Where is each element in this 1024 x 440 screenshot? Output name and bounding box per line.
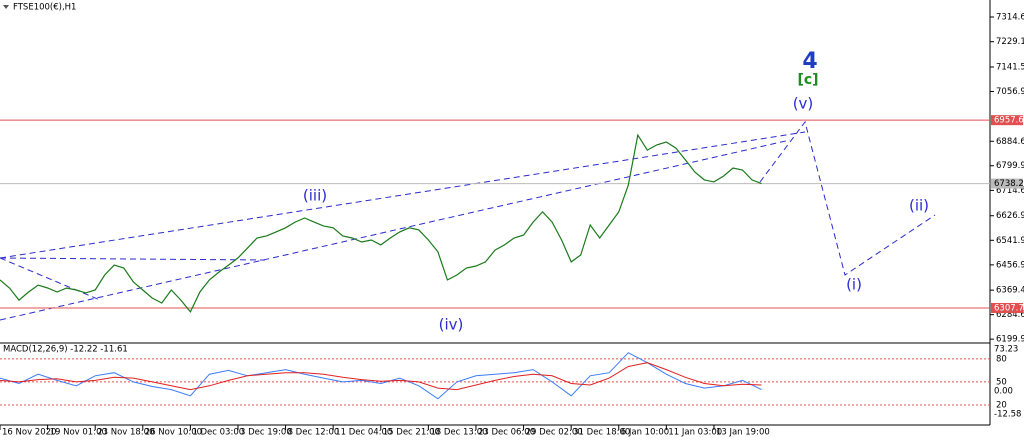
y-tick-label: 6456.9: [996, 260, 1024, 270]
y-tick-label: 80: [996, 354, 1007, 364]
wave-label: (v): [793, 95, 814, 113]
macd-label: 73.23: [994, 345, 1018, 355]
x-tick-label: 31 Dec 18:00: [573, 428, 630, 438]
menu-icon: [3, 5, 9, 9]
y-tick-label: 7314.6: [996, 12, 1024, 22]
wave-projection: [759, 120, 936, 276]
x-tick-label: 23 Dec 06:00: [478, 428, 535, 438]
x-tick-label: 23 Nov 18:00: [97, 428, 154, 438]
current-price-box: [991, 178, 1023, 189]
x-tick-label: 18 Dec 13:00: [430, 428, 487, 438]
x-tick-label: 13 Jan 19:00: [716, 428, 770, 438]
x-tick-label: 6 Jan 10:00: [621, 428, 669, 438]
x-tick-label: 29 Dec 02:00: [526, 428, 583, 438]
y-tick-label: 7141.5: [996, 63, 1024, 73]
chart-title: FTSE100(€),H1: [13, 3, 76, 13]
y-tick-label: 50: [996, 377, 1007, 387]
x-tick-label: 15 Dec 21:00: [383, 428, 440, 438]
trendline: [0, 139, 791, 321]
y-tick-label: 6799.9: [996, 161, 1024, 171]
wave-label: (ii): [909, 197, 929, 215]
y-tick-label: 6714.6: [996, 186, 1024, 196]
x-tick-label: 3 Dec 19:00: [240, 428, 292, 438]
level-label: 6957.6: [994, 116, 1024, 126]
line-series: [0, 133, 762, 314]
y-tick-label: 7056.9: [996, 87, 1024, 97]
wave-label: (iv): [439, 316, 464, 334]
x-tick-label: 19 Nov 01:00: [50, 428, 107, 438]
y-tick-label: 6199.9: [996, 335, 1024, 345]
x-tick-label: 11 Dec 04:00: [335, 428, 392, 438]
wave-label: 4: [802, 49, 817, 74]
x-tick-label: 26 Nov 10:00: [145, 428, 202, 438]
y-tick-label: 6884.6: [996, 137, 1024, 147]
macd-label: -12.58: [994, 410, 1021, 420]
x-tick-label: 1 Dec 03:00: [192, 428, 244, 438]
y-tick-label: 20: [996, 401, 1007, 411]
y-tick-label: 6626.9: [996, 211, 1024, 221]
trendline: [0, 257, 101, 301]
wave-label: [c]: [797, 72, 818, 88]
y-tick-label: 6369.4: [996, 286, 1024, 296]
current-price-label: 6738.2: [994, 179, 1024, 189]
macd-title: MACD(12,26,9) -12.22 -11.61: [3, 345, 128, 355]
x-tick-label: 16 Nov 2020: [2, 428, 56, 438]
wave-label: (iii): [303, 187, 327, 205]
line-series: [0, 352, 762, 400]
level-label-box: [991, 115, 1023, 126]
trendline: [0, 131, 806, 259]
level-label: 6307.7: [994, 303, 1024, 313]
trendlines: [0, 120, 936, 321]
x-tick-label: 11 Jan 03:00: [668, 428, 722, 438]
macd-label: 0.00: [994, 387, 1013, 397]
y-tick-label: 6541.9: [996, 236, 1024, 246]
y-tick-label: 7229.1: [996, 37, 1024, 47]
x-tick-label: 8 Dec 12:00: [288, 428, 340, 438]
trendline: [0, 257, 266, 261]
y-tick-label: 6284.6: [996, 310, 1024, 320]
level-label-box: [991, 302, 1023, 313]
line-series: [0, 362, 762, 391]
wave-label: (i): [846, 276, 862, 294]
